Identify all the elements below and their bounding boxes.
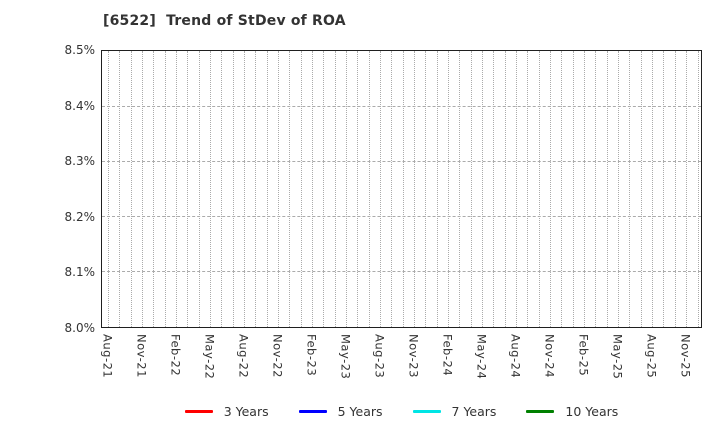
x-tick-label: May-24 bbox=[474, 334, 489, 380]
x-tick-label: Feb-22 bbox=[168, 334, 183, 377]
vertical-gridline bbox=[266, 51, 268, 327]
y-tick-label: 8.5% bbox=[64, 43, 96, 57]
vertical-gridline bbox=[198, 51, 200, 327]
x-tick-label: May-23 bbox=[338, 334, 353, 380]
vertical-gridline bbox=[663, 51, 665, 327]
vertical-gridline bbox=[459, 51, 461, 327]
legend-line-icon bbox=[184, 410, 213, 413]
horizontal-gridline bbox=[102, 106, 701, 107]
legend-item-3-years: 3 Years bbox=[184, 404, 269, 419]
vertical-gridline bbox=[470, 51, 472, 327]
chart-legend: 3 Years 5 Years 7 Years 10 Years bbox=[101, 404, 702, 419]
horizontal-gridline bbox=[102, 271, 701, 272]
vertical-gridline bbox=[323, 51, 325, 327]
vertical-gridline bbox=[697, 51, 699, 327]
legend-label: 3 Years bbox=[223, 404, 269, 419]
vertical-gridline bbox=[606, 51, 608, 327]
legend-item-10-years: 10 Years bbox=[526, 404, 618, 419]
x-tick-label: May-25 bbox=[610, 334, 625, 380]
legend-label: 10 Years bbox=[565, 404, 619, 419]
x-tick-label: Nov-23 bbox=[406, 334, 421, 378]
y-tick-label: 8.0% bbox=[64, 321, 96, 335]
vertical-gridline bbox=[674, 51, 676, 327]
vertical-gridline bbox=[255, 51, 257, 327]
x-tick-label: Aug-24 bbox=[508, 334, 523, 379]
legend-line-icon bbox=[298, 410, 327, 413]
legend-line-icon bbox=[526, 410, 555, 413]
vertical-gridline bbox=[550, 51, 552, 327]
y-tick-label: 8.4% bbox=[64, 98, 96, 113]
vertical-gridline bbox=[640, 51, 642, 327]
vertical-gridline bbox=[504, 51, 506, 327]
vertical-gridline bbox=[142, 51, 143, 327]
vertical-gridline bbox=[346, 51, 348, 327]
vertical-gridline bbox=[538, 51, 540, 327]
plot-area bbox=[101, 50, 702, 328]
vertical-gridline bbox=[108, 51, 109, 327]
vertical-gridline bbox=[380, 51, 382, 327]
vertical-gridline bbox=[232, 51, 234, 327]
vertical-gridline bbox=[629, 51, 631, 327]
vertical-gridline bbox=[402, 51, 404, 327]
vertical-gridline bbox=[221, 51, 223, 327]
vertical-gridline bbox=[289, 51, 291, 327]
vertical-gridline bbox=[300, 51, 302, 327]
x-tick-label: Aug-21 bbox=[100, 334, 115, 379]
x-tick-label: Aug-25 bbox=[644, 334, 659, 379]
horizontal-gridline bbox=[102, 216, 701, 217]
vertical-gridline bbox=[595, 51, 597, 327]
y-tick-label: 8.3% bbox=[64, 154, 96, 169]
vertical-gridline bbox=[493, 51, 495, 327]
vertical-gridline bbox=[278, 51, 280, 327]
vertical-gridline bbox=[119, 51, 121, 327]
x-tick-label: May-22 bbox=[202, 334, 217, 380]
vertical-gridline bbox=[357, 51, 359, 327]
vertical-gridline bbox=[176, 51, 178, 327]
vertical-gridline bbox=[482, 51, 484, 327]
vertical-gridline bbox=[686, 51, 688, 327]
vertical-gridline bbox=[334, 51, 336, 327]
legend-label: 7 Years bbox=[451, 404, 497, 419]
x-tick-label: Aug-23 bbox=[372, 334, 387, 379]
legend-label: 5 Years bbox=[337, 404, 383, 419]
x-tick-label: Nov-21 bbox=[134, 334, 149, 378]
y-tick-label: 8.2% bbox=[64, 209, 96, 224]
vertical-gridline bbox=[652, 51, 654, 327]
vertical-gridline bbox=[164, 51, 166, 327]
x-tick-label: Feb-24 bbox=[440, 334, 455, 377]
vertical-gridline bbox=[425, 51, 427, 327]
vertical-gridline bbox=[414, 51, 416, 327]
vertical-gridline bbox=[618, 51, 620, 327]
legend-item-7-years: 7 Years bbox=[412, 404, 497, 419]
vertical-gridline bbox=[516, 51, 518, 327]
chart-title: [6522] Trend of StDev of ROA bbox=[103, 13, 346, 29]
vertical-gridline bbox=[368, 51, 370, 327]
y-tick-label: 8.1% bbox=[64, 265, 96, 280]
x-tick-label: Aug-22 bbox=[236, 334, 251, 379]
vertical-gridline bbox=[210, 51, 212, 327]
legend-item-5-years: 5 Years bbox=[298, 404, 383, 419]
x-tick-label: Nov-24 bbox=[542, 334, 557, 378]
x-tick-label: Nov-25 bbox=[678, 334, 693, 378]
vertical-gridline bbox=[561, 51, 563, 327]
vertical-gridline bbox=[584, 51, 586, 327]
vertical-gridline bbox=[527, 51, 529, 327]
legend-line-icon bbox=[412, 410, 441, 413]
vertical-gridline bbox=[391, 51, 393, 327]
x-tick-label: Nov-22 bbox=[270, 334, 285, 378]
vertical-gridline bbox=[448, 51, 450, 327]
vertical-gridline bbox=[244, 51, 246, 327]
vertical-gridline bbox=[187, 51, 189, 327]
vertical-gridline bbox=[153, 51, 155, 327]
x-tick-label: Feb-25 bbox=[576, 334, 591, 377]
vertical-gridline bbox=[312, 51, 314, 327]
vertical-gridline bbox=[572, 51, 574, 327]
vertical-gridline bbox=[436, 51, 438, 327]
vertical-gridline bbox=[130, 51, 132, 327]
x-tick-label: Feb-23 bbox=[304, 334, 319, 377]
horizontal-gridline bbox=[102, 161, 701, 162]
